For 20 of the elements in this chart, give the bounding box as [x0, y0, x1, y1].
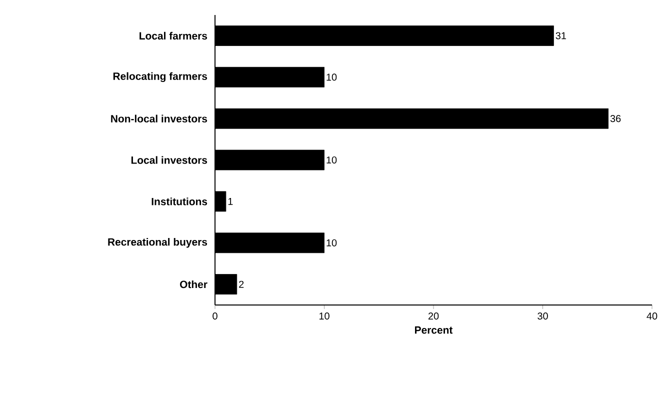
x-axis-title: Percent: [415, 326, 453, 334]
y-tick-label: Other: [180, 280, 208, 288]
y-tick-label: Non-local investors: [111, 114, 208, 122]
y-tick-label: Local farmers: [140, 32, 208, 40]
y-tick-label: Institutions: [152, 198, 208, 206]
data-label: 10: [326, 156, 337, 164]
data-label: 10: [326, 74, 337, 81]
data-label: 10: [326, 239, 337, 246]
x-tick-label: 40: [646, 312, 658, 320]
x-tick-label: 30: [538, 312, 548, 320]
y-tick-label: Recreational buyers: [108, 238, 208, 248]
x-tick-label: 10: [319, 312, 330, 320]
data-label: 2: [239, 280, 244, 288]
data-label: 36: [610, 115, 621, 122]
y-tick-label: Relocating farmers: [113, 72, 208, 82]
y-tick-label: Local investors: [131, 156, 208, 164]
x-tick-label: 0: [212, 312, 218, 320]
data-label: 31: [556, 32, 566, 40]
data-label: 1: [228, 198, 233, 205]
x-tick-label: 20: [428, 312, 439, 320]
